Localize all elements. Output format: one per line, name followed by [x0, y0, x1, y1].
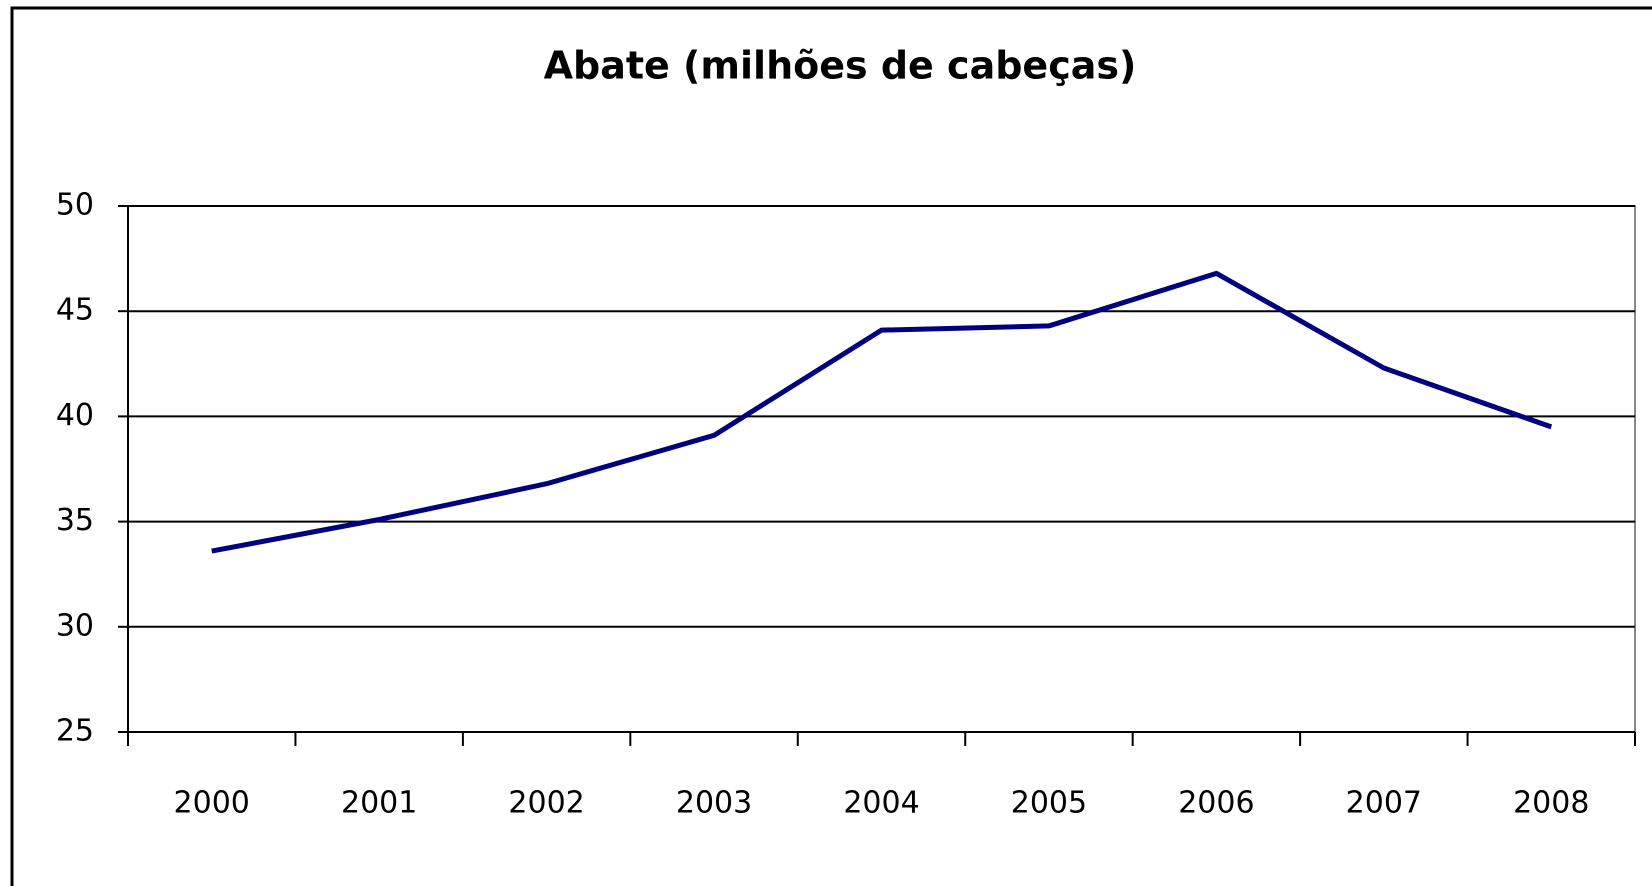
- x-tick-label: 2000: [174, 786, 250, 821]
- x-tick-label: 2001: [341, 786, 417, 821]
- x-tick-label: 2005: [1011, 786, 1087, 821]
- y-tick-label: 50: [56, 188, 94, 223]
- x-tick-label: 2003: [676, 786, 752, 821]
- y-tick-label: 30: [56, 608, 94, 643]
- x-tick-label: 2007: [1346, 786, 1422, 821]
- x-tick-label: 2002: [508, 786, 584, 821]
- x-tick-label: 2004: [843, 786, 919, 821]
- y-tick-label: 40: [56, 398, 94, 433]
- chart-title: Abate (milhões de cabeças): [544, 44, 1137, 88]
- y-tick-label: 25: [56, 714, 94, 749]
- y-tick-label: 45: [56, 293, 94, 328]
- x-tick-label: 2006: [1178, 786, 1254, 821]
- y-tick-label: 35: [56, 503, 94, 538]
- x-tick-label: 2008: [1513, 786, 1589, 821]
- chart-border: [10, 6, 1652, 886]
- line-series: [211, 270, 1553, 554]
